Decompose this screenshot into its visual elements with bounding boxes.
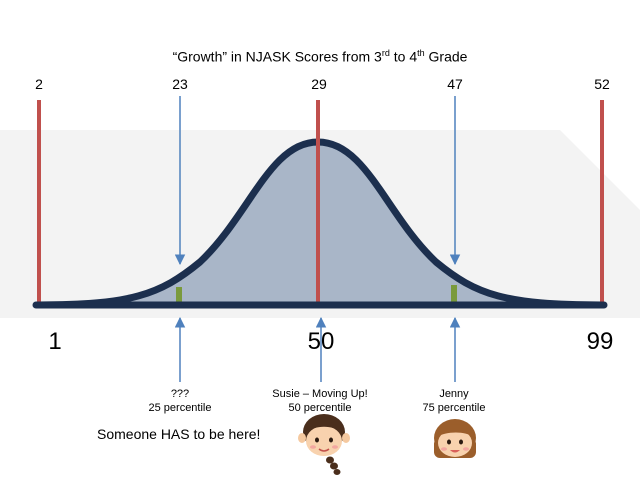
- girl-with-braid-icon: [298, 414, 350, 475]
- annotation-susie-line2: 50 percentile: [288, 402, 352, 414]
- annotation-susie: Susie – Moving Up! 50 percentile: [272, 387, 367, 415]
- marker-green-75th: [451, 285, 457, 304]
- red-line-left: [37, 100, 41, 305]
- score-label-52: 52: [594, 76, 610, 92]
- annotation-jenny-line1: Jenny: [439, 388, 469, 400]
- score-label-47: 47: [447, 76, 463, 92]
- marker-green-25th: [176, 287, 182, 304]
- red-line-right: [600, 100, 604, 305]
- annotation-susie-line1: Susie – Moving Up!: [272, 388, 368, 400]
- annotation-unknown-line1: ???: [170, 388, 190, 400]
- title-sup-rd: rd: [381, 48, 390, 58]
- percentile-label-1: 1: [48, 328, 62, 355]
- diagram-title: “Growth” in NJASK Scores from 3rd to 4th…: [0, 48, 640, 65]
- title-sup-th: th: [417, 48, 425, 58]
- annotation-jenny-line2: 75 percentile: [422, 402, 486, 414]
- score-label-23: 23: [172, 76, 188, 92]
- title-text-middle: to 4: [389, 48, 418, 65]
- score-label-2: 2: [35, 76, 43, 92]
- annotation-jenny: Jenny 75 percentile: [423, 387, 486, 415]
- annotation-unknown-line2: 25 percentile: [148, 402, 212, 414]
- score-label-29: 29: [311, 76, 327, 92]
- percentile-label-99: 99: [586, 328, 614, 355]
- girl-with-bangs-icon: [434, 419, 476, 458]
- percentile-label-50: 50: [307, 328, 335, 355]
- title-text-start: “Growth” in NJASK Scores from 3: [172, 48, 382, 65]
- red-line-center: [316, 100, 320, 305]
- title-text-end: Grade: [424, 48, 468, 65]
- someone-here-note: Someone HAS to be here!: [97, 426, 261, 442]
- annotation-unknown: ??? 25 percentile: [149, 387, 212, 415]
